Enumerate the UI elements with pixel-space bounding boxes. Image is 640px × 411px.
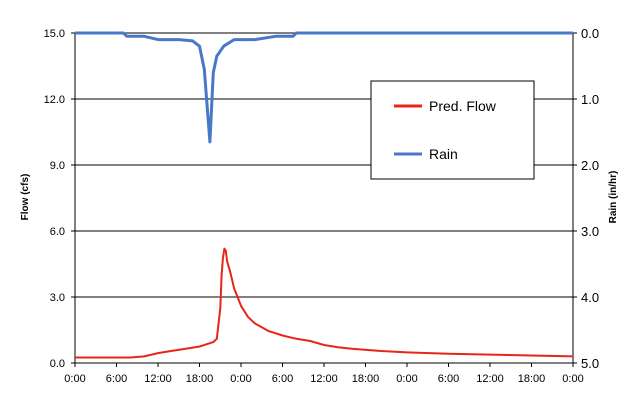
legend-box [370, 80, 535, 180]
y-left-tick-label: 9.0 [50, 160, 65, 172]
y-right-tick-label: 2.0 [581, 158, 599, 173]
x-tick-label: 0:00 [230, 373, 251, 385]
legend: Pred. Flow Rain [370, 80, 535, 180]
y-right-tick-label: 5.0 [581, 356, 599, 371]
x-tick-label: 6:00 [438, 373, 459, 385]
x-tick-label: 6:00 [272, 373, 293, 385]
y-right-axis-ticks: 0.0 1.0 2.0 3.0 4.0 5.0 [573, 26, 599, 371]
series-line-pred-flow [75, 247, 574, 359]
legend-label-rain: Rain [429, 146, 458, 162]
x-tick-label: 0:00 [562, 373, 583, 385]
y-right-axis-title: Rain (in/hr) [608, 171, 619, 224]
x-tick-label: 12:00 [476, 373, 504, 385]
y-left-tick-label: 3.0 [50, 292, 65, 304]
x-tick-label: 18:00 [352, 373, 380, 385]
x-tick-label: 6:00 [106, 373, 127, 385]
legend-label-pred-flow: Pred. Flow [429, 98, 497, 114]
y-left-tick-label: 6.0 [50, 226, 65, 238]
x-tick-label: 12:00 [310, 373, 338, 385]
y-right-tick-label: 4.0 [581, 290, 599, 305]
y-left-axis-title: Flow (cfs) [20, 174, 31, 221]
series-line-rain [75, 31, 573, 144]
y-right-tick-label: 0.0 [581, 26, 599, 41]
y-left-axis-ticks: 0.0 3.0 6.0 9.0 12.0 15.0 [44, 28, 75, 370]
y-left-tick-label: 0.0 [50, 358, 65, 370]
x-tick-label: 18:00 [186, 373, 214, 385]
y-right-tick-label: 1.0 [581, 92, 599, 107]
x-tick-label: 0:00 [64, 373, 85, 385]
x-axis-ticks: 0:00 6:00 12:00 18:00 0:00 6:00 12:00 18:00 0:00… [64, 363, 584, 385]
series-lines [75, 31, 574, 359]
x-tick-label: 12:00 [144, 373, 172, 385]
y-left-tick-label: 15.0 [44, 28, 65, 40]
y-left-tick-label: 12.0 [44, 94, 65, 106]
x-tick-label: 18:00 [518, 373, 546, 385]
x-tick-label: 0:00 [396, 373, 417, 385]
y-right-tick-label: 3.0 [581, 224, 599, 239]
